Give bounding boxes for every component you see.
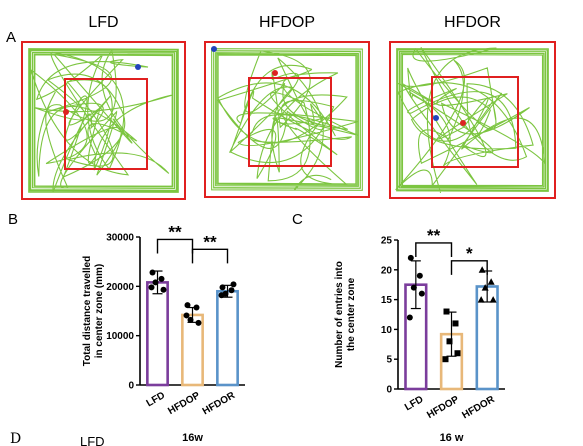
data-point xyxy=(489,296,497,303)
panel-label-a: A xyxy=(6,29,16,46)
significance-bracket xyxy=(191,248,229,264)
category-label: HFDOP xyxy=(425,394,461,421)
data-point xyxy=(481,284,489,291)
data-point xyxy=(148,284,155,291)
x-axis-title: 16 w xyxy=(440,432,464,444)
arena-border xyxy=(21,41,186,200)
data-point xyxy=(454,350,461,357)
movement-track xyxy=(28,48,179,193)
center-zone xyxy=(431,76,519,168)
panel-label-d: D xyxy=(10,431,21,446)
chart-c-entries: Number of entries into the center zone 0 5 1… xyxy=(334,226,505,444)
data-point xyxy=(149,269,156,276)
data-point xyxy=(446,338,453,345)
end-point xyxy=(460,120,466,126)
y-tick-label: 5 xyxy=(386,355,392,366)
category-label: LFD xyxy=(145,390,167,409)
movement-track xyxy=(395,47,549,193)
center-zone xyxy=(248,77,332,167)
data-point xyxy=(477,296,485,303)
significance-bracket xyxy=(450,260,488,275)
significance-bracket xyxy=(156,238,194,254)
y-axis-label: the center zone xyxy=(346,277,357,351)
group-title-hfdor: HFDOR xyxy=(444,14,501,31)
data-point xyxy=(193,304,200,311)
center-zone xyxy=(64,78,148,170)
data-point xyxy=(218,292,225,299)
significance-label: ** xyxy=(203,232,217,251)
bar-lfd xyxy=(146,281,169,387)
category-label: HFDOR xyxy=(201,390,238,418)
data-point xyxy=(407,254,414,261)
data-point xyxy=(230,281,237,288)
significance-label: * xyxy=(466,244,473,263)
end-point xyxy=(63,109,69,115)
y-axis-label: in center zone (mm) xyxy=(94,264,105,358)
data-point xyxy=(219,284,226,291)
y-tick-label: 20 xyxy=(381,265,393,276)
movement-track xyxy=(211,48,363,191)
panel-label-c: C xyxy=(292,211,303,228)
category-label: HFDOR xyxy=(460,394,497,422)
data-point xyxy=(228,287,235,294)
significance-label: ** xyxy=(427,226,441,245)
group-title-lfd: LFD xyxy=(88,14,118,31)
y-tick-label: 20000 xyxy=(106,282,134,293)
data-point xyxy=(160,286,167,293)
x-axis-title: 16w xyxy=(182,432,203,444)
y-axis-label: Total distance travelled xyxy=(82,256,93,366)
track-plot-hfdop: HFDOP xyxy=(204,14,370,198)
panel-label-b: B xyxy=(8,211,18,228)
y-tick-label: 10 xyxy=(381,325,393,336)
data-point xyxy=(487,278,495,285)
y-tick-label: 0 xyxy=(386,385,392,396)
y-tick-label: 10000 xyxy=(106,331,134,342)
y-tick-label: 15 xyxy=(381,295,393,306)
data-point xyxy=(158,275,165,282)
chart-b-distance: Total distance travelled in center zone (… xyxy=(82,222,245,444)
y-tick-label: 0 xyxy=(128,381,134,392)
data-point xyxy=(187,316,194,323)
data-point xyxy=(418,290,425,297)
data-point xyxy=(443,308,450,315)
y-tick-label: 25 xyxy=(381,236,393,247)
start-point xyxy=(135,64,141,70)
data-point xyxy=(416,272,423,279)
data-point xyxy=(152,279,159,286)
start-point xyxy=(433,115,439,121)
data-point xyxy=(195,319,202,326)
data-point xyxy=(478,266,486,273)
group-title-hfdop: HFDOP xyxy=(259,14,315,31)
significance-bracket xyxy=(415,242,453,257)
data-point xyxy=(452,320,459,327)
data-point xyxy=(442,356,449,363)
data-point xyxy=(184,302,191,309)
category-label: HFDOP xyxy=(166,390,202,417)
y-tick-label: 30000 xyxy=(106,233,134,244)
panel-a-track-plots: LFD HFDOP HFDOR xyxy=(21,14,556,200)
significance-label: ** xyxy=(168,222,182,241)
data-point xyxy=(183,312,190,319)
panel-d-partial-label: LFD xyxy=(80,434,105,446)
arena-border xyxy=(389,41,556,199)
arena-border xyxy=(204,41,370,198)
bar-hfdor xyxy=(216,289,239,387)
data-point xyxy=(410,284,417,291)
start-point xyxy=(211,46,217,52)
category-label: LFD xyxy=(403,394,425,413)
track-plot-hfdor: HFDOR xyxy=(389,14,556,199)
track-plot-lfd: LFD xyxy=(21,14,186,200)
end-point xyxy=(272,70,278,76)
y-axis-label: Number of entries into xyxy=(334,261,345,368)
data-point xyxy=(406,314,413,321)
